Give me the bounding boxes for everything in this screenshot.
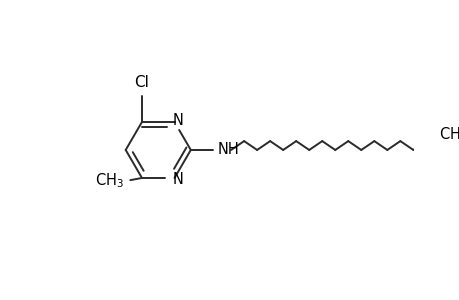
Text: N: N [173, 113, 184, 128]
Text: NH: NH [218, 142, 239, 158]
Text: Cl: Cl [134, 75, 149, 90]
Text: CH$_3$: CH$_3$ [438, 126, 459, 144]
Text: CH$_3$: CH$_3$ [95, 172, 124, 190]
Text: N: N [173, 172, 184, 187]
